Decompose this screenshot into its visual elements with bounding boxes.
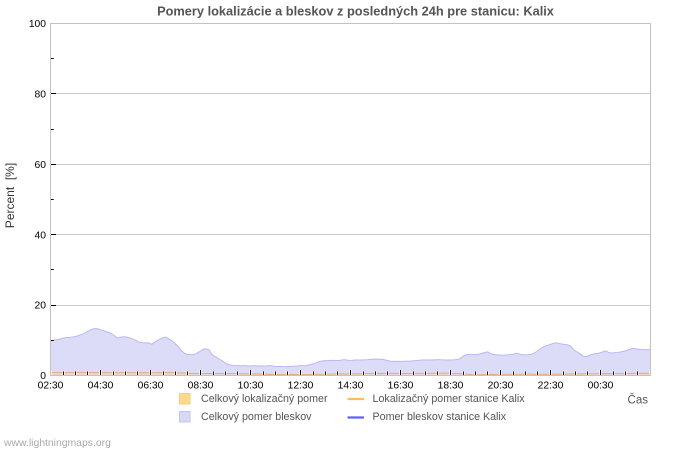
svg-text:14:30: 14:30: [338, 380, 364, 391]
svg-text:0: 0: [40, 371, 46, 382]
svg-text:04:30: 04:30: [88, 380, 114, 391]
svg-text:10:30: 10:30: [238, 380, 264, 391]
svg-text:08:30: 08:30: [188, 380, 214, 391]
svg-text:40: 40: [35, 230, 47, 241]
svg-text:Celkový pomer bleskov: Celkový pomer bleskov: [201, 411, 312, 423]
svg-text:18:30: 18:30: [438, 380, 464, 391]
svg-text:20:30: 20:30: [488, 380, 514, 391]
svg-text:Pomery lokalizácie a bleskov z: Pomery lokalizácie a bleskov z poslednýc…: [157, 4, 555, 19]
svg-text:20: 20: [35, 301, 47, 312]
svg-text:06:30: 06:30: [138, 380, 164, 391]
svg-text:Percent [%]: Percent [%]: [3, 163, 17, 228]
svg-text:60: 60: [35, 160, 47, 171]
svg-text:100: 100: [29, 19, 46, 30]
svg-text:80: 80: [35, 90, 47, 101]
svg-text:Čas: Čas: [628, 394, 649, 407]
svg-text:00:30: 00:30: [588, 380, 614, 391]
svg-text:12:30: 12:30: [288, 380, 314, 391]
svg-text:22:30: 22:30: [538, 380, 564, 391]
svg-text:www.lightningmaps.org: www.lightningmaps.org: [3, 438, 111, 449]
svg-text:Pomer bleskov stanice Kalix: Pomer bleskov stanice Kalix: [373, 411, 507, 423]
svg-text:16:30: 16:30: [388, 380, 414, 391]
svg-text:02:30: 02:30: [38, 380, 64, 391]
svg-text:Celkový lokalizačný pomer: Celkový lokalizačný pomer: [201, 393, 328, 405]
svg-text:Lokalizačný pomer stanice Kali: Lokalizačný pomer stanice Kalix: [373, 393, 526, 405]
